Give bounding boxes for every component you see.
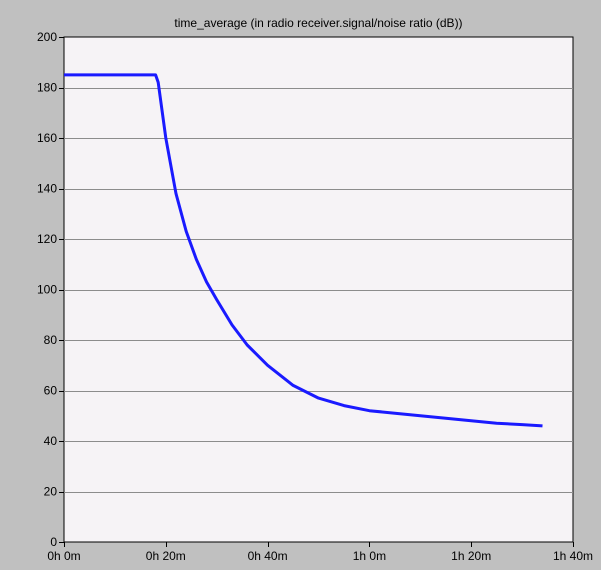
chart-title: time_average (in radio receiver.signal/n… [174, 16, 462, 30]
y-axis: 0 20 40 60 80 100 120 140 160 180 200 [37, 30, 64, 549]
y-tick-label: 40 [44, 434, 58, 448]
x-tick-label: 0h 20m [146, 549, 186, 563]
y-tick-label: 20 [44, 485, 58, 499]
plot-area [63, 36, 574, 543]
y-tick-label: 0 [50, 535, 57, 549]
y-tick-label: 200 [37, 30, 57, 44]
series-layer [64, 73, 543, 428]
y-tick-label: 140 [37, 182, 57, 196]
x-tick-label: 1h 40m [553, 549, 593, 563]
y-tick-label: 160 [37, 131, 57, 145]
x-tick-label: 0h 40m [248, 549, 288, 563]
y-tick-label: 100 [37, 283, 57, 297]
y-tick-label: 120 [37, 232, 57, 246]
x-axis: 0h 0m 0h 20m 0h 40m 1h 0m 1h 20m 1h 40m [47, 542, 593, 563]
y-tick-label: 180 [37, 81, 57, 95]
gridlines [64, 88, 573, 493]
x-tick-label: 1h 0m [353, 549, 386, 563]
y-tick-label: 60 [44, 384, 58, 398]
series-line [64, 73, 543, 428]
y-tick-label: 80 [44, 333, 58, 347]
x-tick-label: 0h 0m [47, 549, 80, 563]
x-tick-label: 1h 20m [451, 549, 491, 563]
